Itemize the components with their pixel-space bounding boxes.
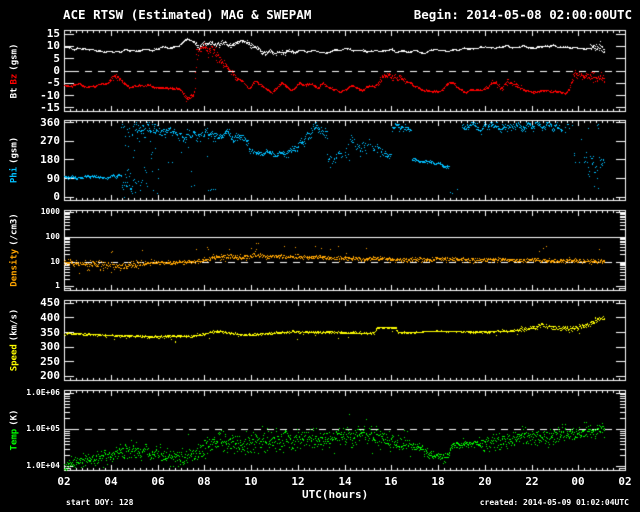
- y-tick-label: 200: [40, 369, 60, 382]
- y-tick-label: 250: [40, 355, 60, 368]
- x-tick-label: 16: [384, 475, 398, 488]
- x-tick-label: 22: [525, 475, 539, 488]
- x-tick-label: 10: [244, 475, 258, 488]
- begin-timestamp-label: Begin: 2014-05-08 02:00:00UTC: [413, 7, 632, 22]
- y-tick-label: 0: [53, 64, 60, 77]
- y-axis-title-part: (K): [9, 409, 20, 426]
- y-tick-label: 300: [40, 340, 60, 353]
- x-tick-label: 14: [338, 475, 352, 488]
- x-tick-label: 18: [431, 475, 445, 488]
- y-tick-label: 100: [45, 232, 60, 241]
- footer-created-timestamp: created: 2014-05-09 01:02:04UTC: [479, 498, 629, 507]
- x-tick-label: 08: [197, 475, 211, 488]
- chart-title: ACE RTSW (Estimated) MAG & SWEPAM: [63, 7, 312, 22]
- x-tick-label: 12: [291, 475, 305, 488]
- y-tick-label: -5: [46, 76, 60, 89]
- x-tick-label: 00: [571, 475, 585, 488]
- y-tick-label: 1.0E+04: [26, 461, 60, 470]
- y-tick-label: 0: [53, 190, 60, 203]
- y-tick-label: 360: [40, 116, 60, 129]
- y-tick-label: 15: [46, 27, 60, 40]
- y-tick-label: -10: [40, 89, 60, 102]
- y-axis-title-density: Density(/cm3): [10, 212, 20, 288]
- x-tick-label: 02: [57, 475, 71, 488]
- y-tick-label: 1.0E+06: [26, 388, 60, 397]
- y-tick-label: 10: [50, 257, 60, 266]
- x-tick-label: 04: [104, 475, 118, 488]
- y-tick-label: 1: [55, 281, 60, 290]
- y-tick-label: -15: [40, 101, 60, 114]
- footer-start-doy: start DOY: 128: [66, 498, 134, 507]
- y-tick-label: 450: [40, 296, 60, 309]
- y-tick-label: 1.0E+05: [26, 424, 60, 433]
- y-tick-label: 90: [46, 172, 60, 185]
- y-tick-label: 350: [40, 326, 60, 339]
- x-tick-label: 06: [151, 475, 165, 488]
- y-tick-label: 180: [40, 153, 60, 166]
- y-tick-label: 1000: [40, 207, 60, 216]
- y-tick-label: 5: [53, 52, 60, 65]
- y-tick-label: 400: [40, 311, 60, 324]
- x-tick-label: 02: [618, 475, 632, 488]
- x-axis-title: UTC(hours): [302, 488, 369, 501]
- y-tick-label: 270: [40, 134, 60, 147]
- y-tick-label: 10: [46, 39, 60, 52]
- x-tick-label: 20: [478, 475, 492, 488]
